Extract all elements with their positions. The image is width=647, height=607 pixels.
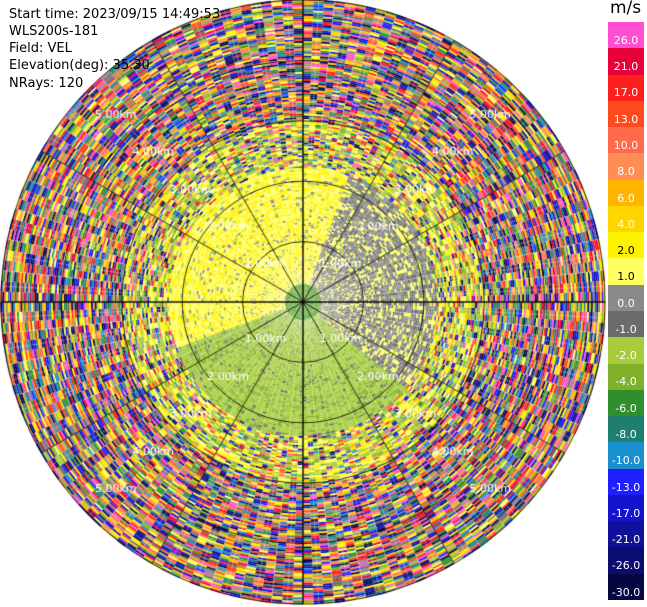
colorbar-segment bbox=[608, 521, 644, 548]
start-time: Start time: 2023/09/15 14:49:53 bbox=[9, 7, 221, 22]
colorbar-segment bbox=[608, 232, 644, 259]
field-name: Field: VEL bbox=[9, 41, 72, 56]
colorbar-tick-label: 6.0 bbox=[617, 191, 635, 205]
colorbar-segment bbox=[608, 494, 644, 522]
colorbar-segment bbox=[608, 258, 644, 286]
colorbar-segment bbox=[608, 573, 644, 601]
colorbar-segment bbox=[608, 153, 644, 181]
colorbar-tick-label: 4.0 bbox=[617, 217, 635, 231]
colorbar-tick-label: -4.0 bbox=[615, 375, 637, 389]
colorbar-tick-label: 13.0 bbox=[613, 112, 639, 126]
nrays: NRays: 120 bbox=[9, 76, 84, 91]
colorbar-tick-label: -13.0 bbox=[611, 480, 641, 494]
colorbar-tick-label: 17.0 bbox=[613, 86, 639, 100]
colorbar-tick-label: 8.0 bbox=[617, 165, 635, 179]
colorbar-tick-label: -8.0 bbox=[615, 428, 637, 441]
colorbar-tick-label: -21.0 bbox=[611, 533, 641, 547]
colorbar-tick-label: 10.0 bbox=[613, 139, 639, 152]
colorbar-segment bbox=[608, 416, 644, 443]
colorbar-tick-label: 26.0 bbox=[613, 33, 639, 47]
colorbar-tick-label: 1.0 bbox=[617, 270, 635, 284]
colorbar-segment bbox=[608, 22, 644, 49]
colorbar-tick-label: -30.0 bbox=[611, 585, 641, 599]
colorbar-tick-label: 0.0 bbox=[617, 296, 635, 310]
colorbar-segment bbox=[608, 284, 644, 312]
colorbar-segment bbox=[608, 468, 644, 496]
colorbar-tick-label: -6.0 bbox=[615, 401, 637, 415]
colorbar-tick-label: -26.0 bbox=[611, 559, 641, 573]
instrument-name: WLS200s-181 bbox=[9, 24, 99, 39]
colorbar-segment bbox=[608, 74, 644, 102]
colorbar-segment bbox=[608, 205, 644, 233]
velocity-colorbar: 26.0 21.0 17.0 13.0 10.0 8.0 6.0 4.0 2.0 1.0 0.0 -1… bbox=[608, 22, 644, 601]
colorbar-segment bbox=[608, 127, 644, 154]
colorbar-segment bbox=[608, 547, 644, 575]
colorbar-tick-label: -2.0 bbox=[615, 349, 637, 363]
scan-info: Start time: 2023/09/15 14:49:53 WLS200s-… bbox=[9, 6, 220, 92]
colorbar-segment bbox=[608, 179, 644, 207]
colorbar-segment bbox=[608, 48, 644, 76]
colorbar-tick-label: -10.0 bbox=[611, 454, 641, 468]
colorbar-segment bbox=[608, 100, 644, 128]
colorbar-tick-label: -17.0 bbox=[611, 506, 641, 520]
colorbar-tick-label: 2.0 bbox=[617, 244, 635, 258]
elevation: Elevation(deg): 35.30 bbox=[9, 58, 150, 73]
colorbar-segment bbox=[608, 442, 644, 470]
colorbar-tick-label: -1.0 bbox=[615, 322, 637, 336]
colorbar-segment bbox=[608, 311, 644, 338]
colorbar-unit: m/s bbox=[610, 0, 642, 18]
colorbar-segment bbox=[608, 363, 644, 391]
colorbar-tick-label: 21.0 bbox=[613, 60, 639, 74]
colorbar-segment bbox=[608, 337, 644, 365]
colorbar-segment bbox=[608, 389, 644, 417]
